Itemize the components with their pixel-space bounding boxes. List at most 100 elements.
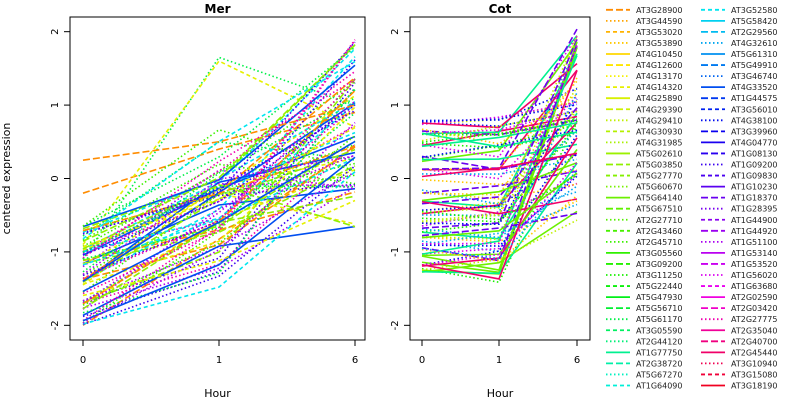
legend-label: AT4G14320 <box>636 83 682 92</box>
legend-label: AT4G10450 <box>636 50 682 59</box>
legend-label: AT5G02610 <box>636 149 682 158</box>
legend-label: AT5G67270 <box>636 370 682 379</box>
series-line <box>82 59 356 277</box>
legend-label: AT4G13170 <box>636 72 682 81</box>
series-line <box>82 103 356 253</box>
series-line <box>82 184 356 250</box>
series-line <box>82 79 356 279</box>
legend-label: AT5G49910 <box>731 61 777 70</box>
legend-label: AT2G27775 <box>731 315 777 324</box>
series-line <box>421 28 578 170</box>
legend-label: AT2G29560 <box>731 28 777 37</box>
legend-label: AT3G39960 <box>731 127 777 136</box>
legend-label: AT5G67510 <box>636 205 682 214</box>
series-line <box>82 156 356 322</box>
panel-title-mer: Mer <box>205 2 231 16</box>
y-tick-label: 2 <box>390 28 401 34</box>
legend-label: AT3G52580 <box>731 6 777 15</box>
legend-label: AT5G61170 <box>636 315 682 324</box>
legend-label: AT1G09830 <box>731 172 777 181</box>
series-line <box>82 104 356 256</box>
x-axis-label-cot: Hour <box>487 387 514 400</box>
legend-label: AT3G05560 <box>636 249 682 258</box>
series-line <box>82 100 356 304</box>
legend-label: AT4G30930 <box>636 127 682 136</box>
legend-label: AT4G33520 <box>731 83 777 92</box>
series-line <box>421 53 578 208</box>
series-line <box>421 198 578 215</box>
x-tick-label: 1 <box>216 355 222 366</box>
panel-mer: Mer -2 -1 0 1 2 0 1 6 Hour centered expression <box>0 2 366 400</box>
series-line <box>82 143 356 293</box>
legend: AT3G28900 AT3G44590 AT3G53020 AT3G53890 AT4G… <box>606 6 777 391</box>
legend-label: AT2G35040 <box>731 326 777 335</box>
series-line <box>421 110 578 212</box>
series-line <box>82 46 356 227</box>
legend-label: AT3G56010 <box>731 105 777 114</box>
legend-label: AT2G44120 <box>636 337 682 346</box>
y-tick-label: 2 <box>50 28 61 34</box>
legend-label: AT1G08130 <box>731 149 777 158</box>
series-line <box>421 169 578 260</box>
series-line <box>82 157 356 266</box>
series-line <box>421 126 578 223</box>
legend-label: AT2G45440 <box>731 348 777 357</box>
series-line <box>82 171 356 325</box>
legend-label: AT5G47930 <box>636 293 682 302</box>
series-line <box>82 78 356 324</box>
series-line <box>82 128 356 227</box>
legend-label: AT2G43460 <box>636 227 682 236</box>
legend-label: AT2G40700 <box>731 337 777 346</box>
series-line <box>421 152 578 178</box>
series-line <box>421 98 578 226</box>
series-line <box>82 187 356 265</box>
legend-label: AT5G58420 <box>731 17 777 26</box>
series-line <box>421 203 578 246</box>
series-line <box>421 35 578 135</box>
y-tick-label: -2 <box>390 320 401 330</box>
legend-label: AT2G38720 <box>636 359 682 368</box>
series-line <box>82 199 356 297</box>
series-line <box>82 90 356 305</box>
legend-label: AT2G03420 <box>731 304 777 313</box>
series-line <box>421 101 578 126</box>
legend-label: AT4G25890 <box>636 94 682 103</box>
series-line <box>82 56 356 260</box>
series-line <box>82 78 356 259</box>
y-tick-label: 0 <box>50 175 61 181</box>
legend-label: AT3G05590 <box>636 326 682 335</box>
series-line <box>421 132 578 149</box>
x-axis-label-mer: Hour <box>204 387 231 400</box>
legend-label: AT5G61310 <box>731 50 777 59</box>
legend-label: AT3G15080 <box>731 370 777 379</box>
y-tick-label: 1 <box>50 102 61 108</box>
series-line <box>82 39 356 322</box>
series-line <box>82 104 356 161</box>
legend-label: AT1G28395 <box>731 205 777 214</box>
y-tick-label: 0 <box>390 175 401 181</box>
x-tick-label: 0 <box>419 355 425 366</box>
series-line <box>421 200 578 243</box>
series-line <box>82 148 356 283</box>
series-line <box>421 103 578 123</box>
legend-label: AT2G27710 <box>636 216 682 225</box>
series-line <box>82 76 356 281</box>
legend-label: AT1G53520 <box>731 260 777 269</box>
series-line <box>421 162 578 202</box>
series-line <box>421 174 578 221</box>
legend-label: AT5G22440 <box>636 282 682 291</box>
legend-label: AT3G53890 <box>636 39 682 48</box>
legend-label: AT1G44920 <box>731 227 777 236</box>
series-line <box>421 185 578 239</box>
legend-label: AT3G46740 <box>731 72 777 81</box>
series-line <box>82 145 356 232</box>
legend-label: AT1G44575 <box>731 94 777 103</box>
legend-label: AT1G56020 <box>731 271 777 280</box>
x-tick-label: 6 <box>352 355 358 366</box>
legend-label: AT4G12600 <box>636 61 682 70</box>
series-line <box>421 70 578 280</box>
legend-label: AT1G64090 <box>636 382 682 391</box>
x-tick-label: 1 <box>496 355 502 366</box>
y-tick-label: -2 <box>50 320 61 330</box>
